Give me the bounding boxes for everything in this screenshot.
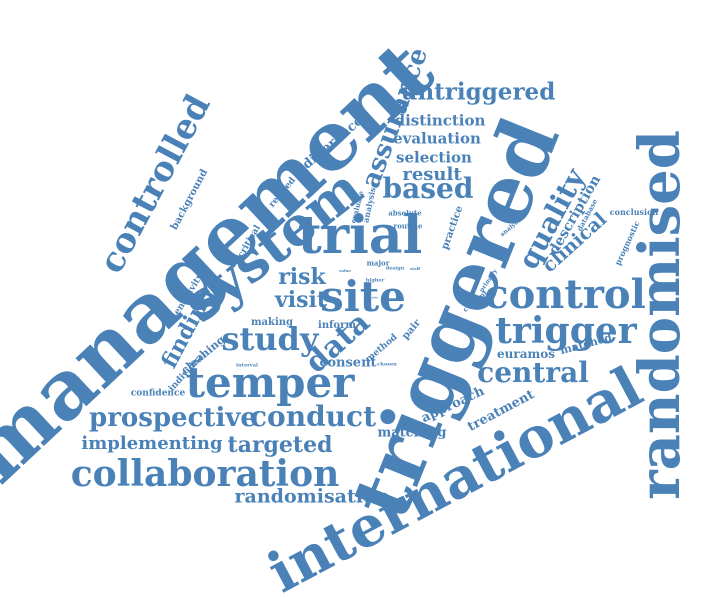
word-implementing: implementing bbox=[81, 435, 222, 453]
word-selection: selection bbox=[396, 151, 472, 166]
word-untriggered: untriggered bbox=[401, 81, 556, 104]
word-euramos: euramos bbox=[497, 348, 555, 360]
word-conduct: conduct bbox=[250, 403, 376, 431]
word-staff: staff bbox=[410, 267, 420, 271]
word-routine: routine bbox=[394, 223, 423, 230]
word-matching: matching bbox=[377, 427, 446, 440]
word-prospective: prospective bbox=[89, 405, 257, 431]
word-inform: inform bbox=[318, 321, 356, 331]
word-confidence: confidence bbox=[131, 390, 185, 399]
word-higher: higher bbox=[366, 279, 384, 284]
word-making: making bbox=[251, 318, 293, 328]
word-result: result bbox=[402, 166, 461, 184]
word-randomisation: randomisation bbox=[235, 488, 390, 507]
word-control: control bbox=[484, 275, 646, 315]
word-evaluation: evaluation bbox=[393, 132, 481, 147]
word-conclusion: conclusion bbox=[610, 208, 658, 216]
word-chosen: chosen bbox=[377, 363, 397, 368]
word-distinction: distinction bbox=[395, 114, 486, 129]
word-site: site bbox=[320, 276, 406, 318]
word-targeted: targeted bbox=[228, 434, 333, 456]
word-interval: interval bbox=[236, 364, 258, 369]
word-design: design bbox=[386, 267, 405, 272]
word-visit: visit bbox=[275, 289, 327, 311]
word-value: value bbox=[339, 269, 351, 273]
word-role: role bbox=[372, 297, 379, 300]
word-central: central bbox=[477, 359, 589, 387]
word-absolute: absolute bbox=[388, 210, 421, 217]
word-risk: risk bbox=[278, 266, 326, 288]
